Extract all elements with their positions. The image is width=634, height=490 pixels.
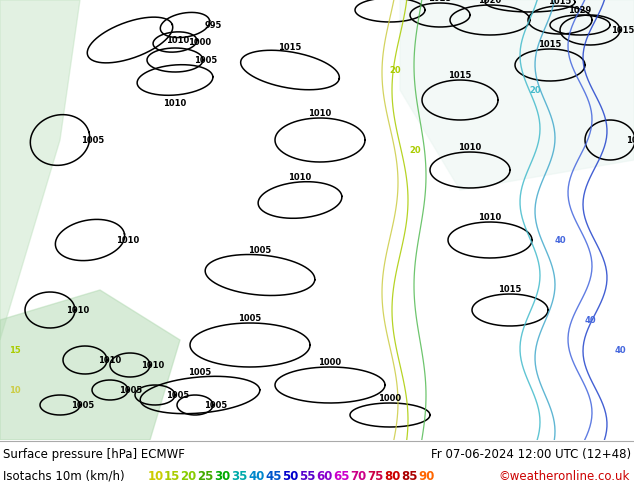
Text: 1005: 1005 (204, 400, 228, 410)
Text: 1020: 1020 (479, 0, 501, 4)
Text: 1010: 1010 (164, 98, 186, 107)
Text: 85: 85 (401, 469, 418, 483)
Text: 1005: 1005 (195, 55, 217, 65)
Text: 15: 15 (164, 469, 181, 483)
Text: 50: 50 (282, 469, 299, 483)
Text: 1010: 1010 (141, 361, 165, 369)
Text: 10: 10 (9, 386, 21, 394)
Text: 1000: 1000 (378, 393, 401, 402)
Text: 995: 995 (204, 21, 222, 29)
Text: 1015: 1015 (548, 0, 572, 5)
Text: 1000: 1000 (188, 38, 212, 47)
Text: 90: 90 (418, 469, 434, 483)
Polygon shape (0, 290, 180, 440)
Text: 1000: 1000 (318, 358, 342, 367)
Text: 1010: 1010 (288, 172, 312, 181)
Text: 1005: 1005 (249, 245, 271, 254)
Text: Isotachs 10m (km/h): Isotachs 10m (km/h) (3, 469, 128, 483)
Text: 1005: 1005 (188, 368, 212, 376)
Text: 10: 10 (148, 469, 164, 483)
Text: 1010: 1010 (458, 143, 482, 151)
Text: 1005: 1005 (238, 314, 262, 322)
Text: 30: 30 (214, 469, 230, 483)
Polygon shape (0, 0, 80, 340)
Text: 20: 20 (389, 66, 401, 74)
Text: 1015: 1015 (538, 40, 562, 49)
Text: 15: 15 (9, 345, 21, 354)
Text: 70: 70 (350, 469, 366, 483)
Text: 20: 20 (180, 469, 197, 483)
Text: 40: 40 (614, 345, 626, 354)
Text: 20: 20 (409, 146, 421, 154)
Text: 1005: 1005 (72, 400, 94, 410)
Text: 1015: 1015 (278, 43, 302, 51)
Text: 1010: 1010 (308, 108, 332, 118)
Text: 1005: 1005 (81, 136, 105, 145)
Text: 1025: 1025 (429, 0, 451, 2)
Text: 1015: 1015 (448, 71, 472, 79)
Text: 25: 25 (197, 469, 214, 483)
Text: 1010: 1010 (67, 305, 89, 315)
Polygon shape (400, 0, 634, 190)
Text: 35: 35 (231, 469, 247, 483)
Text: 20: 20 (529, 85, 541, 95)
Text: Surface pressure [hPa] ECMWF: Surface pressure [hPa] ECMWF (3, 447, 185, 461)
Text: 45: 45 (265, 469, 281, 483)
Text: 80: 80 (384, 469, 401, 483)
Text: 1005: 1005 (166, 391, 190, 399)
Text: 1010: 1010 (626, 136, 634, 145)
Text: 1010: 1010 (166, 35, 190, 45)
Text: 40: 40 (554, 236, 566, 245)
Text: 1010: 1010 (98, 356, 122, 365)
Text: 40: 40 (248, 469, 264, 483)
Text: 60: 60 (316, 469, 332, 483)
Text: 40: 40 (584, 316, 596, 324)
Text: ©weatheronline.co.uk: ©weatheronline.co.uk (498, 469, 630, 483)
Text: 1029: 1029 (568, 5, 592, 15)
Text: 1015: 1015 (611, 25, 634, 34)
Text: 55: 55 (299, 469, 316, 483)
Text: 1010: 1010 (479, 213, 501, 221)
Text: Fr 07-06-2024 12:00 UTC (12+48): Fr 07-06-2024 12:00 UTC (12+48) (431, 447, 631, 461)
Text: 65: 65 (333, 469, 349, 483)
Text: 75: 75 (367, 469, 384, 483)
Text: 1005: 1005 (119, 386, 143, 394)
Text: 1015: 1015 (498, 285, 522, 294)
Text: 1010: 1010 (117, 236, 139, 245)
